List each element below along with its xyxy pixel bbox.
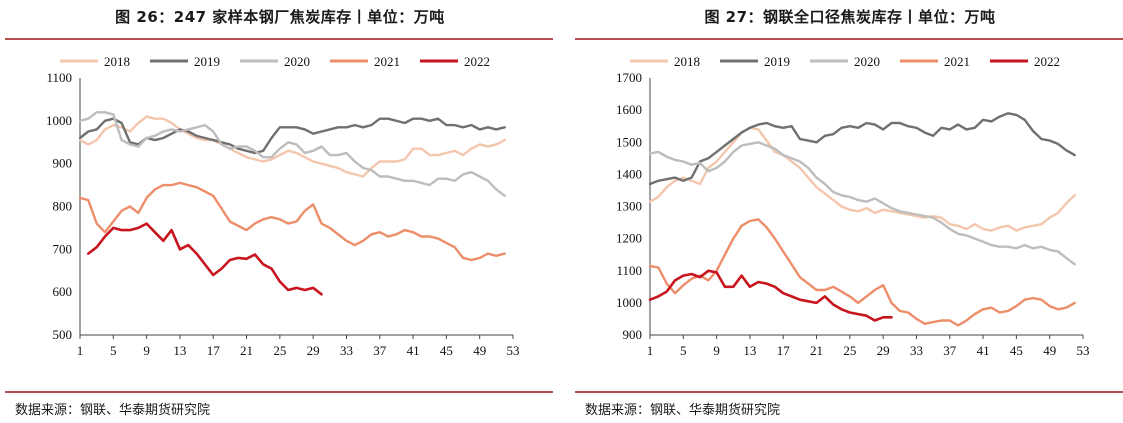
series-line-2022	[87, 222, 323, 296]
legend-label: 2018	[674, 54, 700, 69]
x-tick-label: 13	[173, 343, 186, 358]
legend-label: 2018	[104, 54, 130, 69]
legend-item-2019: 2019	[720, 54, 790, 69]
y-tick-label: 900	[53, 156, 73, 171]
x-tick-label: 41	[407, 343, 420, 358]
x-tick-label: 5	[680, 343, 687, 358]
x-tick-label: 33	[910, 343, 923, 358]
x-tick-label: 13	[743, 343, 756, 358]
x-tick-label: 41	[977, 343, 990, 358]
x-tick-label: 21	[240, 343, 253, 358]
series-line-2018	[78, 115, 506, 178]
footer-divider	[575, 391, 1123, 393]
x-tick-label: 53	[1077, 343, 1090, 358]
legend-item-2018: 2018	[630, 54, 700, 69]
x-tick-label: 21	[810, 343, 823, 358]
y-tick-label: 1000	[46, 113, 72, 128]
source-note: 数据来源：钢联、华泰期货研究院	[585, 403, 781, 418]
legend-label: 2021	[374, 54, 400, 69]
y-tick-label: 600	[53, 284, 73, 299]
legend-item-2020: 2020	[240, 54, 310, 69]
legend-label: 2022	[1034, 54, 1060, 69]
legend-item-2018: 2018	[60, 54, 130, 69]
series-line-2018	[648, 126, 1076, 232]
series-line-2022	[648, 269, 893, 322]
y-tick-label: 1100	[46, 70, 72, 85]
chart-title: 图 26：247 家样本钢厂焦炭库存丨单位：万吨	[115, 8, 445, 26]
legend-item-2022: 2022	[420, 54, 490, 69]
series-line-2020	[78, 111, 506, 198]
series-line-2021	[648, 218, 1076, 327]
y-tick-label: 900	[623, 327, 643, 342]
x-tick-label: 45	[1010, 343, 1023, 358]
x-tick-label: 37	[943, 343, 957, 358]
line-chart-coke-inventory-mysteel-total: 900 1000 1100 1200 1300 1400 1500 1600 1700 1 5 9 13…	[616, 54, 1090, 358]
y-tick-label: 1300	[616, 199, 642, 214]
y-tick-label: 1200	[616, 231, 642, 246]
legend-item-2021: 2021	[900, 54, 970, 69]
x-tick-label: 9	[143, 343, 150, 358]
x-tick-label: 5	[110, 343, 117, 358]
legend-label: 2019	[194, 54, 220, 69]
chart-panel-27: 图 27：钢联全口径焦炭库存丨单位：万吨 900 1000 1100 1200 1300…	[575, 0, 1123, 423]
x-tick-label: 25	[273, 343, 286, 358]
legend-item-2020: 2020	[810, 54, 880, 69]
y-tick-label: 1600	[616, 102, 642, 117]
title-divider	[575, 38, 1123, 40]
title-divider	[5, 38, 553, 40]
series-line-2019	[78, 117, 506, 155]
x-tick-label: 29	[307, 343, 320, 358]
legend-item-2022: 2022	[990, 54, 1060, 69]
x-tick-label: 9	[713, 343, 720, 358]
x-tick-label: 17	[777, 343, 791, 358]
y-tick-label: 1500	[616, 134, 642, 149]
legend-label: 2020	[854, 54, 880, 69]
legend-label: 2022	[464, 54, 490, 69]
y-tick-label: 1700	[616, 70, 642, 85]
y-tick-label: 500	[53, 327, 73, 342]
x-tick-label: 25	[843, 343, 856, 358]
x-tick-label: 17	[207, 343, 221, 358]
series-line-2020	[648, 141, 1076, 266]
x-tick-label: 37	[373, 343, 387, 358]
x-tick-label: 33	[340, 343, 353, 358]
series-line-2021	[78, 181, 506, 262]
line-chart-coke-inventory-247-mills: 500 600 700 800 900 1000 1100 1 5 9 13 17 21 25 29 33 37…	[46, 54, 520, 358]
y-tick-label: 1100	[616, 263, 642, 278]
source-note: 数据来源：钢联、华泰期货研究院	[15, 403, 211, 418]
legend-label: 2021	[944, 54, 970, 69]
x-tick-label: 49	[1043, 343, 1056, 358]
legend-item-2021: 2021	[330, 54, 400, 69]
x-tick-label: 49	[473, 343, 486, 358]
y-tick-label: 1000	[616, 295, 642, 310]
x-tick-label: 1	[647, 343, 654, 358]
legend-label: 2020	[284, 54, 310, 69]
x-tick-label: 1	[77, 343, 84, 358]
footer-divider	[5, 391, 553, 393]
x-tick-label: 53	[507, 343, 520, 358]
x-tick-label: 45	[440, 343, 453, 358]
legend-label: 2019	[764, 54, 790, 69]
chart-title: 图 27：钢联全口径焦炭库存丨单位：万吨	[704, 8, 996, 26]
y-tick-label: 1400	[616, 166, 642, 181]
x-tick-label: 29	[877, 343, 890, 358]
legend-item-2019: 2019	[150, 54, 220, 69]
series-line-2019	[648, 112, 1076, 186]
y-tick-label: 700	[53, 241, 73, 256]
y-tick-label: 800	[53, 199, 73, 214]
chart-panel-26: 图 26：247 家样本钢厂焦炭库存丨单位：万吨 500 600 700 800 900…	[5, 0, 555, 423]
